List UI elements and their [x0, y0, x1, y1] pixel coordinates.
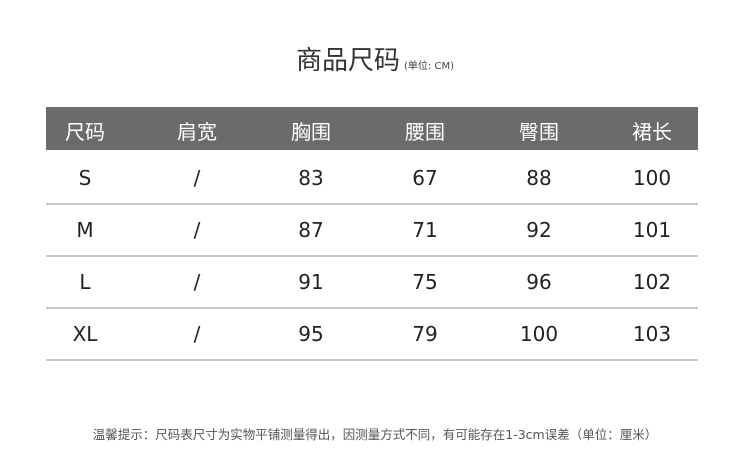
row-divider: [46, 255, 698, 257]
header-cell: 尺码: [65, 120, 105, 144]
table-cell: 88: [526, 166, 552, 190]
table-cell: 95: [298, 322, 324, 346]
row-divider: [46, 307, 698, 309]
table-cell: S: [78, 166, 92, 190]
header-cell: 胸围: [291, 120, 331, 144]
row-divider: [46, 359, 698, 361]
table-row: XL / 95 79 100 103: [46, 309, 698, 361]
table-cell: 71: [412, 218, 438, 242]
table-cell: 102: [632, 270, 672, 294]
header-cell: 裙长: [632, 120, 672, 144]
table-cell: 100: [632, 166, 672, 190]
header-cell: 肩宽: [177, 120, 217, 144]
table-cell: 83: [298, 166, 324, 190]
row-divider: [46, 203, 698, 205]
table-row: S / 83 67 88 100: [46, 153, 698, 205]
header-cell: 腰围: [405, 120, 445, 144]
table-header: 尺码 肩宽 胸围 腰围 臀围 裙长: [46, 107, 698, 150]
table-cell: 101: [632, 218, 672, 242]
table-cell: 75: [412, 270, 438, 294]
table-cell: L: [79, 270, 91, 294]
table-cell: 67: [412, 166, 438, 190]
table-cell: /: [193, 218, 201, 242]
table-cell: /: [193, 322, 201, 346]
title-unit: (单位: CM): [404, 61, 454, 72]
page-title: 商品尺码 (单位: CM): [0, 40, 750, 77]
table-cell: 100: [519, 322, 559, 346]
table-cell: 79: [412, 322, 438, 346]
table-cell: 103: [632, 322, 672, 346]
table-cell: M: [76, 218, 94, 242]
table-cell: XL: [72, 322, 98, 346]
header-cell: 臀围: [519, 120, 559, 144]
table-cell: 91: [298, 270, 324, 294]
footnote: 温馨提示：尺码表尺寸为实物平铺测量得出，因测量方式不同，有可能存在1-3cm误差…: [92, 427, 658, 442]
title-text: 商品尺码: [296, 46, 401, 76]
table-cell: 96: [526, 270, 552, 294]
table-cell: /: [193, 270, 201, 294]
table-row: L / 91 75 96 102: [46, 257, 698, 309]
table-cell: 92: [526, 218, 552, 242]
table-row: M / 87 71 92 101: [46, 205, 698, 257]
table-cell: 87: [298, 218, 324, 242]
table-cell: /: [193, 166, 201, 190]
